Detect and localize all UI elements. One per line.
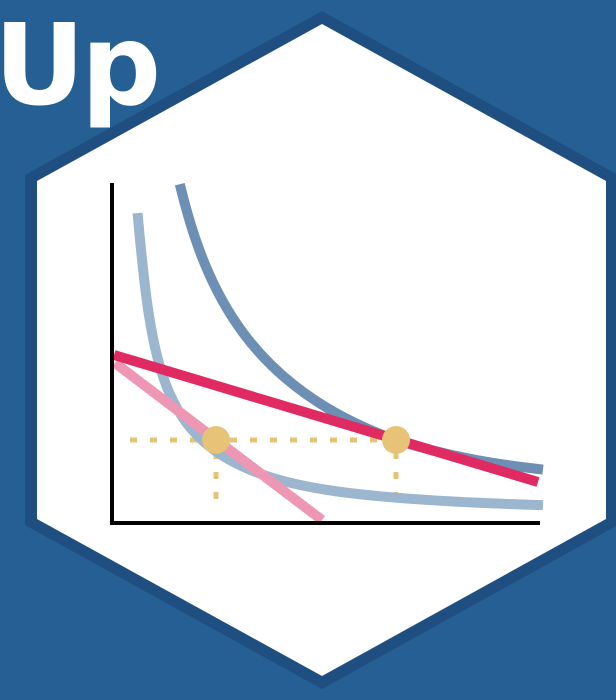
upper-budget-line (112, 350, 540, 487)
wordmark-text: Up (0, 1, 161, 131)
upper-tangency-point (382, 426, 410, 454)
indifference-curve-chart-icon (110, 182, 544, 525)
lower-indifference-curve (132, 212, 544, 511)
lower-tangency-point (202, 426, 230, 454)
